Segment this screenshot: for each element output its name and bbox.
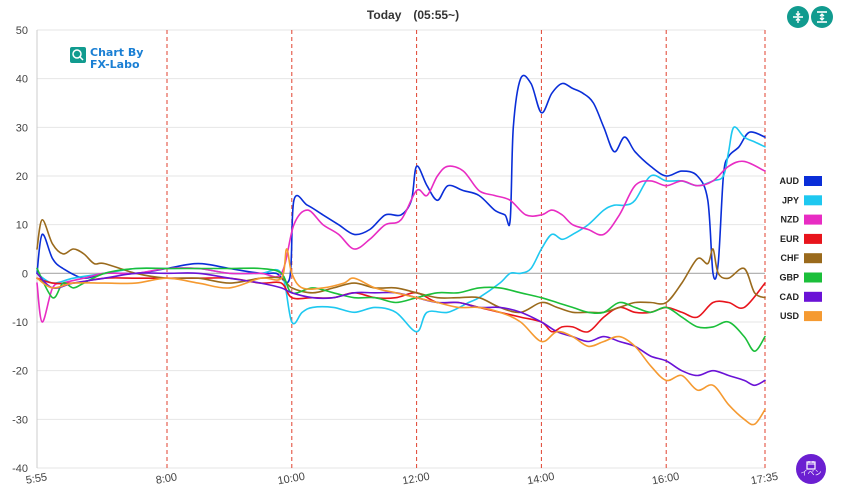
y-tick-label: -20 xyxy=(12,366,28,378)
series-line-chf xyxy=(36,218,766,314)
logo-mark-lens xyxy=(72,49,82,59)
logo-mark-handle xyxy=(79,56,84,61)
x-axis: 5:55 8:00 10:00 12:00 14:00 16:00 17:35 xyxy=(25,471,779,488)
grid xyxy=(37,29,765,469)
legend-label-jpy: JPY xyxy=(782,195,799,205)
legend-swatch-cad[interactable] xyxy=(804,291,822,302)
x-tick-label: 5:55 xyxy=(25,471,48,487)
legend-label-eur: EUR xyxy=(780,234,800,244)
y-tick-label: -10 xyxy=(12,317,28,329)
x-tick-label: 10:00 xyxy=(277,471,306,488)
split-view-button[interactable] xyxy=(787,6,809,28)
y-tick-label: 10 xyxy=(16,220,28,232)
legend-label-usd: USD xyxy=(780,311,800,321)
legend-label-chf: CHF xyxy=(781,253,800,263)
legend-swatch-eur[interactable] xyxy=(804,233,822,244)
y-tick-label: 50 xyxy=(16,25,28,37)
calendar-icon xyxy=(806,461,816,470)
x-tick-label: 16:00 xyxy=(651,471,680,488)
x-tick-label: 12:00 xyxy=(401,471,430,488)
series-line-aud xyxy=(36,74,766,284)
align-button[interactable] xyxy=(811,6,833,28)
x-tick-label: 8:00 xyxy=(155,471,178,487)
legend-swatch-gbp[interactable] xyxy=(804,272,822,283)
series-line-jpy xyxy=(36,126,766,333)
legend-swatch-jpy[interactable] xyxy=(804,195,822,206)
y-tick-label: 20 xyxy=(16,171,28,183)
y-tick-label: -30 xyxy=(12,414,28,426)
fx-labo-logo: Chart By FX-Labo xyxy=(70,46,143,71)
y-tick-label: 40 xyxy=(16,74,28,86)
series-line-cad xyxy=(36,272,766,387)
logo-line1: Chart By xyxy=(90,46,143,59)
series-line-eur xyxy=(36,277,766,333)
event-button-label: イベン xyxy=(800,470,822,477)
logo-line2: FX-Labo xyxy=(90,58,140,71)
legend-label-aud: AUD xyxy=(780,176,800,186)
y-tick-label: 30 xyxy=(16,122,28,134)
series-line-gbp xyxy=(36,267,766,352)
x-tick-label: 14:00 xyxy=(526,471,555,488)
time-markers xyxy=(36,30,766,468)
series-line-nzd xyxy=(36,160,766,323)
legend-swatch-usd[interactable] xyxy=(804,311,822,322)
legend-label-nzd: NZD xyxy=(781,215,800,225)
event-button[interactable]: イベン xyxy=(796,454,826,484)
legend: AUD JPY NZD EUR CHF GBP CAD USD xyxy=(779,176,822,322)
y-tick-label: -40 xyxy=(12,463,28,475)
series-group xyxy=(36,74,766,426)
split-icon xyxy=(793,11,803,23)
legend-swatch-aud[interactable] xyxy=(804,176,822,186)
x-tick-label: 17:35 xyxy=(750,471,779,488)
legend-label-gbp: GBP xyxy=(779,273,799,283)
legend-label-cad: CAD xyxy=(780,292,800,302)
chart-title: Today (05:55~) xyxy=(367,8,459,22)
align-icon xyxy=(817,11,827,23)
legend-swatch-nzd[interactable] xyxy=(804,214,822,225)
y-axis: 50 40 30 20 10 0 -10 -20 -30 -40 xyxy=(12,25,38,475)
y-tick-label: 0 xyxy=(22,268,28,280)
legend-swatch-chf[interactable] xyxy=(804,253,822,264)
series-line-usd xyxy=(36,248,766,426)
